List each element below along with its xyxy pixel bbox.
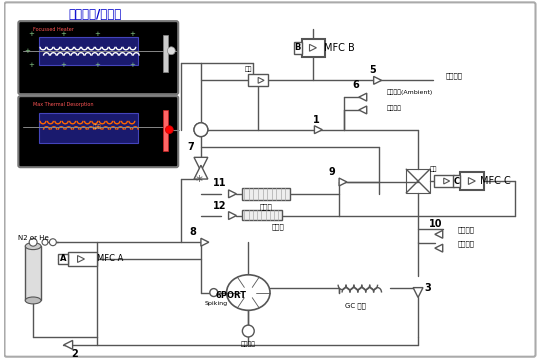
FancyBboxPatch shape bbox=[18, 96, 178, 167]
Text: 열탈착: 열탈착 bbox=[93, 124, 102, 129]
Text: +: + bbox=[129, 62, 135, 68]
FancyBboxPatch shape bbox=[18, 21, 178, 94]
Bar bbox=[25, 246, 41, 300]
Bar bbox=[68, 252, 97, 266]
Text: 10: 10 bbox=[429, 219, 443, 230]
Text: 12: 12 bbox=[213, 201, 227, 211]
Polygon shape bbox=[228, 190, 236, 198]
Bar bbox=[242, 188, 290, 200]
Text: 배부대기: 배부대기 bbox=[446, 72, 463, 79]
Bar bbox=[294, 42, 301, 54]
Text: Focussed Heater: Focussed Heater bbox=[33, 26, 74, 31]
Text: 8: 8 bbox=[189, 227, 196, 237]
Bar bbox=[434, 175, 453, 187]
Circle shape bbox=[49, 239, 56, 246]
Bar bbox=[248, 74, 268, 86]
Text: +: + bbox=[94, 31, 100, 37]
Text: GC 컬럼: GC 컬럼 bbox=[346, 302, 366, 309]
Ellipse shape bbox=[25, 243, 41, 249]
Text: C: C bbox=[453, 177, 460, 186]
Bar bbox=[453, 175, 460, 187]
Text: +: + bbox=[28, 62, 34, 68]
Text: 표준가스: 표준가스 bbox=[386, 105, 401, 111]
Text: 필터: 필터 bbox=[430, 166, 437, 172]
Polygon shape bbox=[359, 106, 367, 114]
Polygon shape bbox=[339, 178, 347, 186]
Text: +: + bbox=[94, 62, 100, 68]
FancyBboxPatch shape bbox=[4, 3, 536, 357]
Circle shape bbox=[210, 288, 217, 296]
Polygon shape bbox=[194, 165, 208, 179]
Circle shape bbox=[42, 239, 48, 245]
Text: +: + bbox=[129, 31, 135, 37]
Bar bbox=[460, 172, 484, 190]
Bar bbox=[58, 254, 68, 264]
Text: 대기수집(Ambient): 대기수집(Ambient) bbox=[386, 90, 433, 95]
Ellipse shape bbox=[25, 297, 41, 304]
Ellipse shape bbox=[227, 275, 270, 310]
Text: +: + bbox=[60, 62, 65, 68]
Polygon shape bbox=[77, 256, 84, 262]
Polygon shape bbox=[314, 126, 322, 134]
Text: MFC B: MFC B bbox=[324, 43, 354, 53]
Text: 주사기: 주사기 bbox=[272, 223, 284, 230]
Text: *: * bbox=[195, 174, 202, 188]
Text: +: + bbox=[60, 31, 65, 37]
Text: MFC A: MFC A bbox=[97, 255, 123, 264]
Polygon shape bbox=[201, 238, 209, 246]
Circle shape bbox=[29, 238, 37, 246]
Polygon shape bbox=[359, 93, 367, 101]
Text: +: + bbox=[24, 48, 30, 54]
Text: 11: 11 bbox=[213, 178, 227, 188]
Polygon shape bbox=[374, 77, 381, 84]
Circle shape bbox=[194, 123, 208, 136]
Text: 5: 5 bbox=[370, 65, 376, 75]
Polygon shape bbox=[435, 244, 443, 252]
Polygon shape bbox=[469, 178, 476, 184]
Polygon shape bbox=[258, 77, 264, 83]
Text: Max Thermal Desorption: Max Thermal Desorption bbox=[33, 101, 94, 106]
Text: MFC C: MFC C bbox=[480, 176, 510, 186]
Text: 1: 1 bbox=[313, 115, 320, 125]
Text: 배부대기: 배부대기 bbox=[458, 226, 474, 233]
Polygon shape bbox=[413, 288, 423, 297]
Text: 진공펌프: 진공펌프 bbox=[458, 241, 474, 248]
Bar bbox=[163, 35, 168, 73]
Circle shape bbox=[166, 126, 173, 134]
Text: 6PORT: 6PORT bbox=[216, 291, 247, 300]
Text: 9: 9 bbox=[329, 167, 335, 177]
Text: N2 or He: N2 or He bbox=[18, 235, 49, 241]
Polygon shape bbox=[228, 212, 236, 219]
Bar bbox=[163, 110, 168, 151]
Text: 7: 7 bbox=[188, 143, 194, 152]
Bar bbox=[406, 169, 430, 193]
Text: Spiking: Spiking bbox=[205, 301, 228, 306]
Bar bbox=[39, 113, 138, 143]
Polygon shape bbox=[64, 340, 72, 349]
Text: A: A bbox=[60, 255, 66, 264]
Polygon shape bbox=[309, 44, 316, 51]
Text: 압력센서: 압력센서 bbox=[241, 341, 256, 347]
Polygon shape bbox=[194, 157, 208, 171]
Circle shape bbox=[167, 47, 175, 55]
Circle shape bbox=[194, 123, 208, 136]
Bar bbox=[39, 37, 138, 65]
Text: 저온농축/열탈착: 저온농축/열탈착 bbox=[69, 8, 122, 21]
Text: B: B bbox=[294, 43, 301, 52]
Text: 필터: 필터 bbox=[245, 67, 252, 72]
Circle shape bbox=[242, 325, 254, 337]
Text: 6: 6 bbox=[353, 80, 359, 90]
Text: +: + bbox=[28, 31, 34, 37]
Bar bbox=[242, 210, 282, 219]
Text: 2: 2 bbox=[71, 349, 78, 359]
Polygon shape bbox=[435, 230, 443, 238]
Bar bbox=[301, 39, 325, 57]
Text: 냉각관: 냉각관 bbox=[260, 203, 273, 210]
Text: 3: 3 bbox=[425, 283, 431, 293]
Polygon shape bbox=[444, 178, 450, 184]
